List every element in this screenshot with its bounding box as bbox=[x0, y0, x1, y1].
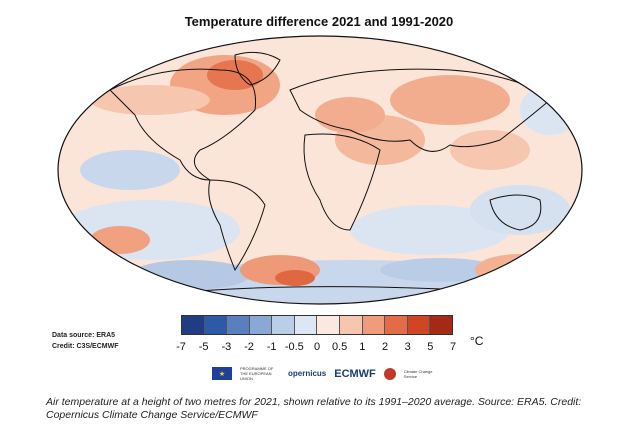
colorbar-swatch bbox=[385, 316, 408, 334]
colorbar-swatch bbox=[430, 316, 452, 334]
colorbar-swatch bbox=[407, 316, 431, 334]
colorbar-swatch bbox=[294, 316, 318, 334]
colorbar-swatch bbox=[182, 316, 205, 334]
colorbar-tick-label: -0.5 bbox=[284, 341, 304, 353]
colorbar-swatch bbox=[227, 316, 250, 334]
colorbar-swatch bbox=[340, 316, 363, 334]
colorbar-tick-label: 5 bbox=[427, 341, 434, 353]
colorbar-unit: °C bbox=[470, 334, 484, 348]
colorbar-swatch bbox=[249, 316, 273, 334]
credit-label: Credit: C3S/ECMWF bbox=[52, 343, 119, 350]
climate-change-service-icon bbox=[383, 367, 396, 380]
colorbar-swatch bbox=[272, 316, 295, 334]
data-source-label: Data source: ERA5 bbox=[52, 332, 116, 339]
caption: Air temperature at a height of two metre… bbox=[46, 396, 582, 421]
colorbar-swatch bbox=[204, 316, 228, 334]
climate-change-service-text: Climate Change Service bbox=[403, 368, 433, 379]
colorbar-tick-label: 7 bbox=[449, 341, 457, 353]
copernicus-logo: opernicus bbox=[288, 369, 327, 378]
eu-flag-icon: ★ bbox=[212, 367, 232, 380]
colorbar-tick-label: -1 bbox=[266, 341, 277, 353]
colorbar-tick-label: -5 bbox=[198, 341, 209, 353]
colorbar-tick-label: 0 bbox=[313, 341, 321, 353]
colorbar-tick-label: -2 bbox=[244, 341, 254, 353]
temperature-anomaly-map bbox=[57, 35, 583, 305]
colorbar-swatch bbox=[317, 316, 341, 334]
logo-row: ★ PROGRAMME OF THE EUROPEAN UNION operni… bbox=[212, 366, 434, 381]
colorbar-tick-label: 2 bbox=[381, 341, 389, 353]
colorbar-tick-label: 0.5 bbox=[332, 341, 348, 353]
map-title: Temperature difference 2021 and 1991-202… bbox=[184, 14, 454, 29]
colorbar-swatch bbox=[362, 316, 386, 334]
colorbar-tick-label: 1 bbox=[359, 341, 366, 353]
colorbar-tick-label: -3 bbox=[221, 341, 232, 353]
colorbar bbox=[181, 315, 453, 335]
colorbar-tick-label: -7 bbox=[176, 341, 186, 353]
colorbar-tick-label: 3 bbox=[404, 341, 411, 353]
eu-programme-text: PROGRAMME OF THE EUROPEAN UNION bbox=[240, 366, 274, 381]
ecmwf-logo: ECMWF bbox=[334, 367, 376, 380]
